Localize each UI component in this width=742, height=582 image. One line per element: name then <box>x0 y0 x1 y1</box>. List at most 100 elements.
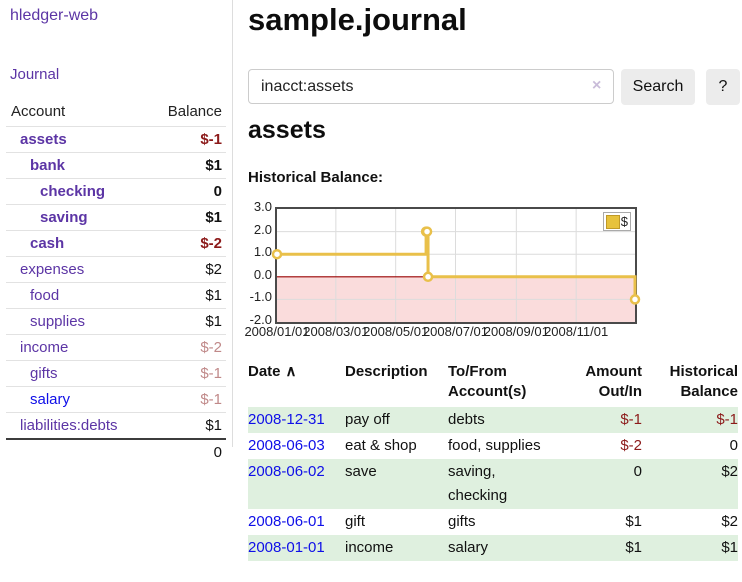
accounts-col-balance: Balance <box>167 103 222 120</box>
account-balance: $1 <box>147 412 226 439</box>
account-link[interactable]: liabilities:debts <box>20 417 118 434</box>
account-link[interactable]: salary <box>30 391 71 408</box>
account-balance: $1 <box>147 308 226 335</box>
register-table: Date ∧ Description To/From Account(s) Amou… <box>248 362 738 561</box>
account-row[interactable]: saving $1 <box>6 204 226 231</box>
transaction-date-link[interactable]: 2008-06-02 <box>248 463 325 480</box>
transaction-accounts: salary <box>448 539 489 556</box>
account-link[interactable]: food <box>30 287 60 304</box>
chart-legend: $ <box>602 212 631 231</box>
transaction-date-link[interactable]: 2008-01-01 <box>248 539 325 556</box>
data-point-marker[interactable] <box>421 226 433 237</box>
account-row[interactable]: gifts $-1 <box>6 360 226 387</box>
account-row[interactable]: salary $-1 <box>6 386 226 413</box>
sidebar: hledger-web Journal Account Balance asse… <box>0 0 233 465</box>
col-tofrom: To/From Account(s) <box>448 363 527 400</box>
y-tick-label: 0.0 <box>253 266 272 282</box>
data-point-marker[interactable] <box>629 294 641 305</box>
transaction-amount: $-1 <box>620 411 642 428</box>
account-balance: $-2 <box>147 230 226 257</box>
y-tick-label: -2.0 <box>249 312 272 327</box>
search-button[interactable]: Search <box>621 69 695 105</box>
account-balance: $1 <box>147 152 226 179</box>
transaction-accounts: food, supplies <box>448 437 541 454</box>
transaction-amount: $1 <box>625 539 642 556</box>
chart-canvas <box>271 209 641 322</box>
data-point-marker[interactable] <box>271 248 283 260</box>
transaction-amount: $1 <box>625 513 642 530</box>
transaction-row[interactable]: 2008-06-02 save saving, checking 0 $2 <box>248 459 738 509</box>
accounts-header-row: Account Balance <box>6 100 226 127</box>
account-balance: $1 <box>147 282 226 309</box>
x-tick-label: 2008/01/01 <box>244 324 310 339</box>
legend-label: $ <box>620 214 628 229</box>
transaction-balance: $2 <box>721 513 738 530</box>
sidebar-item-journal[interactable]: Journal <box>10 66 60 83</box>
transaction-accounts: gifts <box>448 513 476 530</box>
account-link[interactable]: income <box>20 339 69 356</box>
x-tick-label: 2008/09/01 <box>483 324 549 339</box>
account-link[interactable]: cash <box>30 235 65 252</box>
account-link[interactable]: saving <box>40 209 88 226</box>
x-tick-label: 2008/07/01 <box>422 324 489 339</box>
data-point-marker[interactable] <box>422 271 434 283</box>
transaction-row[interactable]: 2008-12-31 pay off debts $-1 $-1 <box>248 407 738 433</box>
col-balance: Historical Balance <box>669 363 738 400</box>
transaction-accounts: saving, checking <box>448 463 508 504</box>
transaction-date-link[interactable]: 2008-06-03 <box>248 437 325 454</box>
y-tick-label: 3.0 <box>253 199 272 214</box>
account-heading: assets <box>248 116 326 144</box>
chart-title: Historical Balance: <box>248 169 384 186</box>
clear-search-icon[interactable]: × <box>592 77 602 94</box>
main-content: sample.journal × Search ? assets Histori… <box>244 0 742 582</box>
account-link[interactable]: checking <box>40 183 106 200</box>
account-balance: $-1 <box>147 360 226 387</box>
account-balance: $1 <box>147 204 226 231</box>
col-date[interactable]: Date ∧ <box>248 363 297 380</box>
transaction-row[interactable]: 2008-06-03 eat & shop food, supplies $-2… <box>248 433 738 459</box>
sort-ascending-icon[interactable]: ∧ <box>285 363 297 380</box>
x-tick-label: 2008/03/01 <box>303 324 369 339</box>
help-button[interactable]: ? <box>706 69 740 105</box>
transaction-balance: $1 <box>721 539 738 556</box>
col-amount: Amount Out/In <box>585 363 642 400</box>
account-row[interactable]: liabilities:debts $1 <box>6 412 226 439</box>
account-row[interactable]: assets $-1 <box>6 126 226 153</box>
x-tick-label: 2008/05/01 <box>363 324 429 339</box>
y-tick-label: 2.0 <box>253 221 272 237</box>
account-link[interactable]: assets <box>20 131 67 148</box>
account-row[interactable]: supplies $1 <box>6 308 226 335</box>
account-link[interactable]: supplies <box>30 313 86 330</box>
transaction-balance: $2 <box>721 463 738 480</box>
search-input[interactable] <box>248 69 614 104</box>
transaction-balance: 0 <box>729 437 738 454</box>
account-row[interactable]: food $1 <box>6 282 226 309</box>
transaction-date-link[interactable]: 2008-12-31 <box>248 411 325 428</box>
transaction-date-link[interactable]: 2008-06-01 <box>248 513 325 530</box>
transaction-accounts: debts <box>448 411 485 428</box>
account-balance: 0 <box>147 178 226 205</box>
accounts-total-row: 0 <box>6 438 226 465</box>
transaction-description: pay off <box>345 411 390 428</box>
account-row[interactable]: checking 0 <box>6 178 226 205</box>
transaction-row[interactable]: 2008-01-01 income salary $1 $1 <box>248 535 738 561</box>
transaction-description: income <box>345 539 394 556</box>
page-title: sample.journal <box>248 2 467 37</box>
account-row[interactable]: expenses $2 <box>6 256 226 283</box>
account-row[interactable]: income $-2 <box>6 334 226 361</box>
account-balance: $-1 <box>147 126 226 153</box>
accounts-table: Account Balance assets $-1 bank $1 check… <box>6 100 226 465</box>
transaction-row[interactable]: 2008-06-01 gift gifts $1 $2 <box>248 509 738 535</box>
chart-plot-area[interactable]: $ <box>271 207 641 324</box>
transaction-description: eat & shop <box>345 437 417 454</box>
y-tick-label: 1.0 <box>253 244 272 260</box>
account-row[interactable]: bank $1 <box>6 152 226 179</box>
account-link[interactable]: expenses <box>20 261 85 278</box>
app-brand-link[interactable]: hledger-web <box>10 7 99 24</box>
account-link[interactable]: gifts <box>30 365 58 382</box>
accounts-col-account: Account <box>11 103 66 120</box>
account-link[interactable]: bank <box>30 157 66 174</box>
account-row[interactable]: cash $-2 <box>6 230 226 257</box>
transaction-description: save <box>345 463 377 480</box>
account-balance: $-1 <box>147 386 226 413</box>
